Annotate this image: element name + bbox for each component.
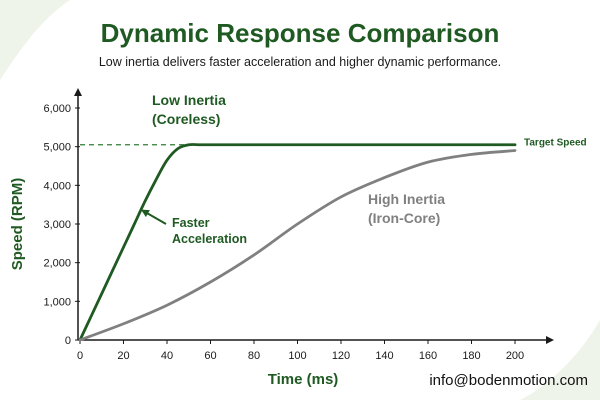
tick-group: 0 20 40 60 80 100 120 140 160 180 200 0 1,000 2,000 3,… <box>43 103 524 362</box>
target-speed-label: Target Speed <box>524 138 587 149</box>
x-tick-label: 40 <box>161 350 173 362</box>
x-tick-label: 60 <box>204 350 216 362</box>
contact-email: info@bodenmotion.com <box>429 372 588 389</box>
label-low-inertia-line-2: (Coreless) <box>152 111 220 127</box>
x-axis-title: Time (ms) <box>268 371 339 388</box>
y-tick-label: 4,000 <box>43 180 71 192</box>
annotation-faster-acceleration-line-2: Acceleration <box>172 232 247 246</box>
plot-area: Target Speed <box>78 138 587 342</box>
series-line-low-inertia <box>78 143 517 342</box>
x-tick-label: 120 <box>332 350 350 362</box>
series-labels: Low Inertia (Coreless) High Inertia (Iron-C… <box>140 92 445 246</box>
chart-subtitle: Low inertia delivers faster acceleration… <box>99 55 501 69</box>
x-tick-label: 0 <box>77 350 83 362</box>
x-tick-label: 200 <box>506 350 524 362</box>
y-tick-label: 0 <box>65 335 71 347</box>
y-axis-title: Speed (RPM) <box>9 178 26 271</box>
annotation-faster-acceleration-line-1: Faster <box>172 216 210 230</box>
x-tick-label: 140 <box>375 350 393 362</box>
y-tick-label: 6,000 <box>43 103 71 115</box>
x-tick-label: 80 <box>248 350 260 362</box>
y-tick-label: 5,000 <box>43 142 71 154</box>
x-tick-label: 100 <box>288 350 306 362</box>
label-low-inertia-line-1: Low Inertia <box>152 92 226 108</box>
y-tick-label: 2,000 <box>43 258 71 270</box>
y-tick-label: 1,000 <box>43 296 71 308</box>
x-tick-label: 160 <box>419 350 437 362</box>
series-line-high-inertia <box>78 149 517 342</box>
label-high-inertia-line-2: (Iron-Core) <box>368 210 440 226</box>
x-tick-label: 20 <box>117 350 129 362</box>
corner-accent-left <box>0 0 70 80</box>
label-high-inertia-line-1: High Inertia <box>368 191 445 207</box>
y-tick-label: 3,000 <box>43 219 71 231</box>
annotation-arrow <box>140 209 167 225</box>
corner-accent-right <box>520 320 600 400</box>
x-tick-label: 180 <box>462 350 480 362</box>
chart-title: Dynamic Response Comparison <box>101 18 500 48</box>
